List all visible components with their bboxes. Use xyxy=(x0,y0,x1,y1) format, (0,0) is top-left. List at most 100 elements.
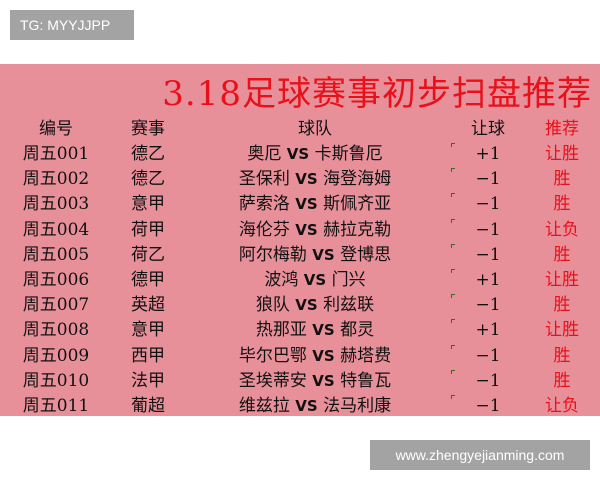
league: 德甲 xyxy=(131,270,165,290)
poster-title: 3.18足球赛事初步扫盘推荐 xyxy=(162,74,592,114)
table-row: 周五009 西甲 毕尔巴鄂 VS 赫塔费 −1 胜 xyxy=(0,344,600,369)
teams: 萨索洛 VS 斯佩齐亚 xyxy=(220,192,410,217)
match-id: 周五002 xyxy=(22,169,90,190)
table-row: 周五011 葡超 维兹拉 VS 法马利康 −1 让负 xyxy=(0,394,600,419)
away-team: 赫塔费 xyxy=(340,345,392,366)
league: 英超 xyxy=(131,295,165,316)
league: 法甲 xyxy=(131,370,165,391)
match-id: 周五006 xyxy=(22,270,90,290)
match-id: 周五001 xyxy=(22,144,90,164)
handicap: +1 xyxy=(475,144,501,164)
teams: 阿尔梅勒 VS 登博思 xyxy=(220,243,410,268)
match-id: 周五007 xyxy=(22,295,90,316)
vs-label: VS xyxy=(295,397,318,415)
match-id: 周五004 xyxy=(22,219,90,240)
pick: 胜 xyxy=(553,295,571,316)
cell-comment-marker xyxy=(451,344,455,349)
handicap: −1 xyxy=(475,169,501,190)
table-row: 周五001 德乙 奥厄 VS 卡斯鲁厄 +1 让胜 xyxy=(0,142,600,167)
away-team: 利兹联 xyxy=(323,295,375,316)
teams: 维兹拉 VS 法马利康 xyxy=(220,394,410,419)
website-watermark: www.zhengyejianming.com xyxy=(370,440,590,470)
recommendation-poster: 3.18足球赛事初步扫盘推荐 编号 赛事 球队 让球 推荐 周五001 德乙 奥… xyxy=(0,64,600,416)
teams: 狼队 VS 利兹联 xyxy=(220,293,410,318)
league: 西甲 xyxy=(131,345,165,366)
teams: 毕尔巴鄂 VS 赫塔费 xyxy=(220,344,410,369)
match-id: 周五003 xyxy=(22,194,90,215)
header-id: 编号 xyxy=(39,119,73,139)
match-id: 周五005 xyxy=(22,244,90,265)
pick: 胜 xyxy=(553,345,571,366)
table-row: 周五007 英超 狼队 VS 利兹联 −1 胜 xyxy=(0,293,600,318)
home-team: 热那亚 xyxy=(255,320,307,341)
teams: 海伦芬 VS 赫拉克勒 xyxy=(220,218,410,243)
away-team: 海登海姆 xyxy=(323,169,392,190)
table-row: 周五002 德乙 圣保利 VS 海登海姆 −1 胜 xyxy=(0,167,600,192)
cell-comment-marker xyxy=(451,193,455,198)
cell-comment-marker xyxy=(451,218,455,223)
away-team: 登博思 xyxy=(340,244,392,265)
handicap: +1 xyxy=(475,320,501,341)
home-team: 圣保利 xyxy=(238,169,290,190)
home-team: 海伦芬 xyxy=(238,219,290,240)
vs-label: VS xyxy=(312,245,335,264)
pick: 让负 xyxy=(545,396,579,416)
header-league: 赛事 xyxy=(131,119,165,139)
pick: 胜 xyxy=(553,370,571,391)
handicap: +1 xyxy=(475,270,501,290)
home-team: 萨索洛 xyxy=(238,194,290,215)
header-row: 编号 赛事 球队 让球 推荐 xyxy=(0,117,600,142)
home-team: 阿尔梅勒 xyxy=(238,244,307,265)
table-row: 周五006 德甲 波鸿 VS 门兴 +1 让胜 xyxy=(0,268,600,293)
match-id: 周五011 xyxy=(22,396,90,416)
cell-comment-marker xyxy=(451,319,455,324)
home-team: 波鸿 xyxy=(264,270,299,290)
handicap: −1 xyxy=(475,370,501,391)
league: 荷甲 xyxy=(131,219,165,240)
teams: 波鸿 VS 门兴 xyxy=(220,268,410,293)
home-team: 维兹拉 xyxy=(238,396,290,416)
handicap: −1 xyxy=(475,219,501,240)
handicap: −1 xyxy=(475,194,501,215)
pick: 胜 xyxy=(553,244,571,265)
match-id: 周五009 xyxy=(22,345,90,366)
league: 德乙 xyxy=(131,144,165,164)
pick: 让胜 xyxy=(545,270,579,290)
cell-comment-marker xyxy=(451,395,455,399)
table-row: 周五010 法甲 圣埃蒂安 VS 特鲁瓦 −1 胜 xyxy=(0,369,600,394)
pick: 让胜 xyxy=(545,144,579,164)
teams: 圣埃蒂安 VS 特鲁瓦 xyxy=(220,369,410,394)
vs-label: VS xyxy=(312,371,335,390)
table-row: 周五005 荷乙 阿尔梅勒 VS 登博思 −1 胜 xyxy=(0,243,600,268)
vs-label: VS xyxy=(303,271,327,289)
pick: 让负 xyxy=(545,219,579,240)
home-team: 奥厄 xyxy=(247,144,282,164)
match-id: 周五008 xyxy=(22,320,90,341)
header-handicap: 让球 xyxy=(471,119,505,139)
vs-label: VS xyxy=(295,296,318,315)
handicap: −1 xyxy=(475,295,501,316)
league: 荷乙 xyxy=(131,244,165,265)
match-id: 周五010 xyxy=(22,370,90,391)
handicap: −1 xyxy=(475,345,501,366)
league: 德乙 xyxy=(131,169,165,190)
league: 意甲 xyxy=(131,320,165,341)
teams: 热那亚 VS 都灵 xyxy=(220,318,410,343)
vs-label: VS xyxy=(286,145,310,163)
pick: 让胜 xyxy=(545,320,579,341)
teams: 圣保利 VS 海登海姆 xyxy=(220,167,410,192)
away-team: 卡斯鲁厄 xyxy=(314,144,383,164)
vs-label: VS xyxy=(295,170,318,189)
cell-comment-marker xyxy=(451,243,455,248)
telegram-label: TG: MYYJJPP xyxy=(10,10,134,40)
vs-label: VS xyxy=(312,346,335,365)
table-row: 周五008 意甲 热那亚 VS 都灵 +1 让胜 xyxy=(0,318,600,343)
home-team: 毕尔巴鄂 xyxy=(238,345,307,366)
header-pick: 推荐 xyxy=(545,119,579,139)
away-team: 赫拉克勒 xyxy=(323,219,392,240)
cell-comment-marker xyxy=(451,269,455,273)
header-teams: 球队 xyxy=(298,119,332,139)
vs-label: VS xyxy=(312,321,335,340)
teams: 奥厄 VS 卡斯鲁厄 xyxy=(220,142,410,167)
home-team: 狼队 xyxy=(255,295,290,316)
